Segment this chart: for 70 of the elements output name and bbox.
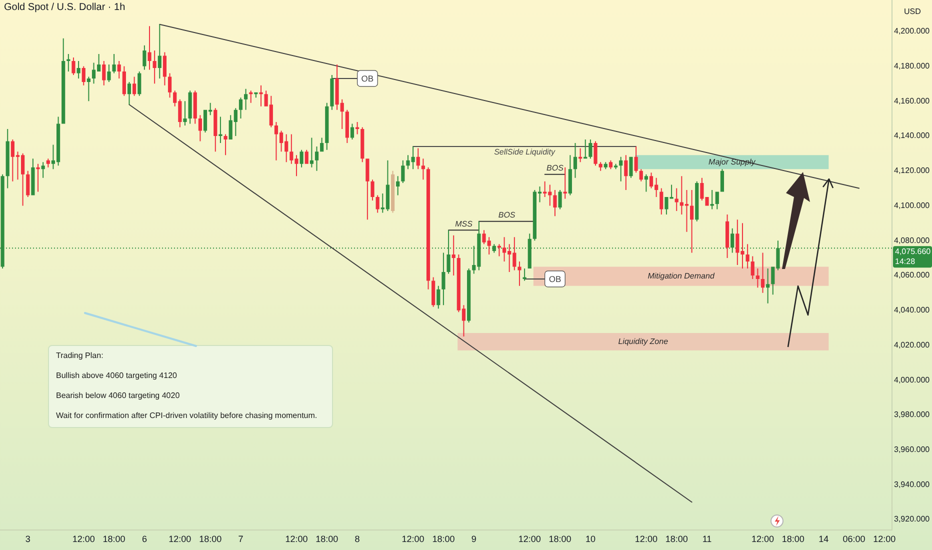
candlestick: [218, 116, 222, 143]
band-label: Mitigation Demand: [648, 272, 715, 281]
annotation: Bearish below 4060 targeting 4020: [56, 390, 181, 402]
candlestick: [518, 262, 522, 286]
y-tick-label: 4,040.000: [894, 306, 930, 315]
candlestick: [148, 26, 152, 70]
x-tick-label: 18:00: [102, 534, 126, 544]
series-label: OB: [361, 73, 374, 84]
y-tick-label: 4,060.000: [894, 270, 930, 280]
y-tick-label: 4,100.000: [894, 200, 930, 210]
x-tick-label: 18:00: [548, 534, 572, 544]
series-label: SellSide Liquidity: [494, 148, 556, 157]
candlestick: [442, 252, 446, 306]
y-axis-title: USD: [904, 7, 922, 16]
series-label: BOS: [498, 210, 516, 220]
candlestick: [259, 85, 263, 106]
y-tick-label: 4,180.000: [894, 61, 930, 70]
series-label: MSS: [455, 219, 474, 228]
ref-line-label: 4,075.660: [895, 246, 932, 256]
x-tick-label: 9: [471, 534, 476, 544]
candlestick: [563, 167, 567, 199]
x-tick-label: 7: [238, 534, 244, 544]
x-tick-label: 18:00: [316, 534, 338, 544]
y-tick-label: 3,980.000: [894, 410, 930, 420]
x-tick-label: 12:00: [518, 534, 541, 544]
y-tick-label: 3,960.000: [894, 445, 930, 454]
x-tick-label: 12:00: [634, 534, 658, 544]
y-tick-label: 3,920.000: [894, 514, 930, 524]
x-tick-label: 12:00: [402, 534, 424, 544]
y-tick-label: 4,120.000: [894, 166, 930, 176]
y-tick-label: 4,020.000: [894, 340, 930, 350]
text: 14:28: [895, 256, 916, 266]
series-label: BOS: [546, 164, 564, 173]
x-tick-label: 3: [25, 534, 30, 544]
y-tick-label: 4,000.000: [894, 375, 930, 384]
annotation: Bullish above 4060 targeting 4120: [56, 370, 178, 382]
x-tick-label: 8: [354, 534, 360, 544]
x-tick-label: 11: [702, 534, 712, 544]
x-tick-label: 18:00: [665, 534, 688, 544]
x-tick-label: 12:00: [873, 534, 896, 544]
annotation: Wait for confirmation after CPI-driven volatility before chasing momentum.: [56, 410, 318, 422]
candlestick: [522, 268, 526, 281]
candlestick: [112, 54, 116, 74]
x-tick-label: 6: [142, 534, 147, 544]
x-tick-label: 12:00: [751, 534, 774, 544]
series-label: OB: [548, 274, 562, 284]
chart-title: Gold Spot / U.S. Dollar · 1h: [4, 2, 126, 13]
candlestick: [183, 101, 187, 126]
x-tick-label: 06:00: [842, 534, 866, 544]
x-tick-label: 10: [585, 534, 596, 544]
y-tick-label: 4,200.000: [894, 26, 930, 36]
x-tick-label: 12:00: [72, 534, 95, 544]
candlestick: [86, 76, 90, 102]
x-tick-label: 18:00: [432, 534, 455, 544]
annotation: Trading Plan:: [56, 350, 104, 362]
y-tick-label: 4,160.000: [894, 96, 930, 106]
candlestick: [766, 268, 770, 304]
y-tick-label: 3,940.000: [894, 480, 930, 489]
x-tick-label: 12:00: [285, 534, 308, 544]
x-tick-label: 18:00: [199, 534, 222, 544]
candlestick: [452, 235, 456, 276]
candlestick: [36, 164, 40, 192]
x-tick-label: 14: [818, 534, 829, 544]
x-tick-label: 12:00: [168, 534, 192, 544]
candlestick: [224, 134, 228, 156]
band-label: Liquidity Zone: [618, 336, 669, 346]
y-tick-label: 4,080.000: [894, 236, 930, 245]
candlestick: [310, 138, 314, 168]
x-tick-label: 18:00: [782, 534, 804, 544]
y-tick-label: 4,140.000: [894, 131, 930, 140]
